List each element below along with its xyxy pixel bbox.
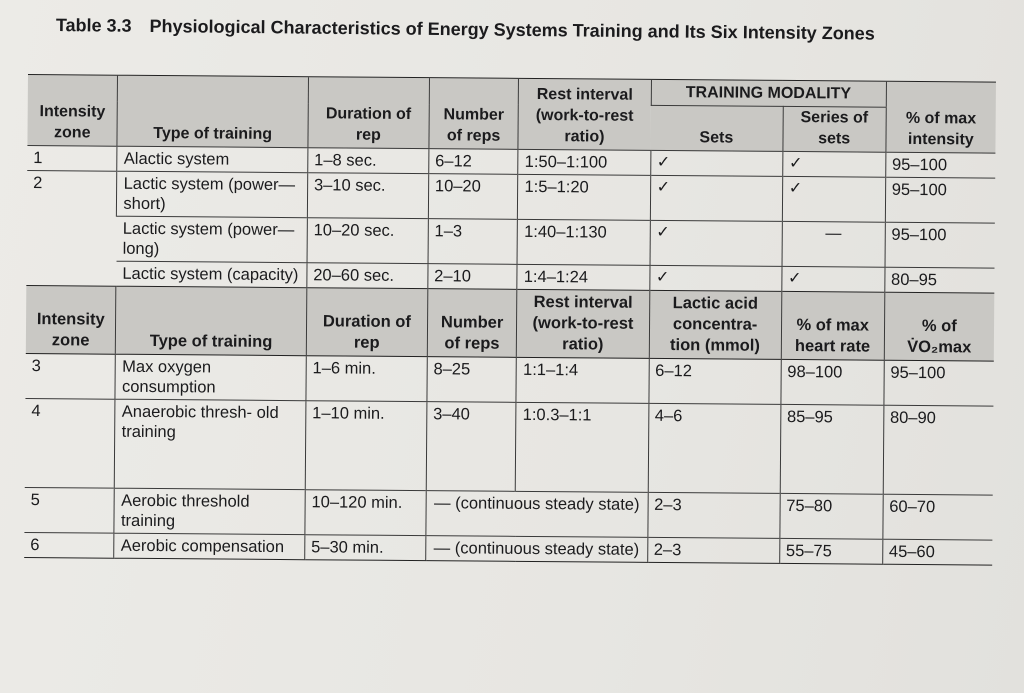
cell-intensity: 95–100 (884, 222, 995, 269)
cell-duration: 10–120 min. (304, 489, 427, 536)
table-row: 5 Aerobic threshold training 10–120 min.… (24, 487, 993, 541)
cell-type: Alactic system (117, 146, 308, 173)
header-intensity-zone: Intensity zone (25, 285, 117, 355)
cell-zone: 2 (26, 170, 118, 287)
cell-lactic: 6–12 (648, 358, 781, 405)
cell-vo2max: 60–70 (882, 494, 993, 541)
cell-reps: 8–25 (426, 356, 517, 403)
cell-reps: 3–40 (426, 401, 517, 492)
cell-type: Max oxygen consumption (115, 354, 307, 401)
cell-sets: ✓ (649, 175, 783, 222)
cell-reps: 10–20 (428, 173, 519, 220)
cell-duration: 1–6 min. (305, 355, 428, 402)
cell-type: Lactic system (capacity) (116, 261, 307, 288)
header-type-of-training: Type of training (117, 75, 309, 148)
cell-sets: ✓ (649, 265, 782, 292)
cell-zone: 3 (25, 353, 116, 400)
cell-reps: 2–10 (427, 263, 518, 290)
cell-type: Aerobic threshold training (114, 488, 306, 535)
header-rest-interval: Rest interval (work-to-rest ratio) (518, 78, 651, 151)
header-max-intensity: % of max intensity (885, 81, 996, 154)
cell-rest: 1:1–1:4 (516, 357, 649, 404)
cell-rest: 1:5–1:20 (517, 174, 651, 221)
header-max-heart-rate: % of max heart rate (780, 291, 885, 361)
cell-series: — (781, 221, 886, 268)
cell-heart-rate: 55–75 (779, 538, 883, 565)
cell-rest: 1:0.3–1:1 (515, 402, 649, 493)
cell-lactic: 2–3 (647, 537, 780, 564)
cell-series: ✓ (782, 176, 886, 223)
table-caption: Table 3.3 Physiological Characteristics o… (56, 14, 1016, 46)
cell-rest: 1:50–1:100 (518, 149, 651, 176)
header-sets: Sets (650, 105, 783, 152)
cell-zone: 6 (24, 532, 115, 559)
cell-type: Aerobic compensation (114, 533, 305, 560)
table-title: Physiological Characteristics of Energy … (149, 15, 875, 44)
cell-intensity: 95–100 (885, 152, 996, 179)
header-duration: Duration of rep (307, 76, 430, 149)
cell-zone: 1 (27, 145, 118, 172)
table-row: Lactic system (power—long) 10–20 sec. 1–… (27, 215, 995, 269)
header-number-of-reps: Number of reps (428, 77, 519, 150)
cell-duration: 3–10 sec. (307, 172, 429, 219)
cell-continuous: — (continuous steady state) (425, 490, 648, 538)
cell-sets: ✓ (649, 220, 783, 267)
header-row-1: Intensity zone Type of training Duration… (27, 74, 996, 154)
header-training-modality: TRAINING MODALITY (650, 79, 887, 108)
header-vo2max: % of V̇O₂max (883, 292, 995, 362)
header-intensity-zone: Intensity zone (27, 74, 118, 147)
cell-series: ✓ (782, 151, 886, 178)
cell-heart-rate: 75–80 (779, 493, 883, 540)
cell-reps: 6–12 (428, 148, 519, 175)
cell-reps: 1–3 (427, 218, 518, 265)
cell-vo2max: 80–90 (882, 405, 994, 496)
cell-zone: 4 (24, 398, 116, 489)
table-row: 3 Max oxygen consumption 1–6 min. 8–25 1… (25, 353, 994, 407)
cell-continuous: — (continuous steady state) (425, 535, 648, 563)
cell-lactic: 4–6 (647, 403, 781, 494)
cell-zone: 5 (24, 487, 115, 534)
header-row-2: Intensity zone Type of training Duration… (25, 285, 995, 362)
header-type-of-training: Type of training (115, 286, 307, 356)
cell-intensity: 80–95 (884, 267, 995, 294)
cell-intensity: 95–100 (885, 177, 996, 224)
header-lactic-acid: Lactic acid concentra- tion (mmol) (648, 290, 782, 360)
cell-series: ✓ (781, 266, 885, 293)
header-number-of-reps: Number of reps (427, 288, 518, 358)
cell-heart-rate: 85–95 (779, 404, 884, 495)
cell-heart-rate: 98–100 (780, 359, 884, 406)
cell-type: Lactic system (power—long) (116, 216, 308, 263)
cell-type: Lactic system (power—short) (116, 171, 308, 218)
cell-lactic: 2–3 (647, 492, 780, 539)
cell-vo2max: 45–60 (882, 539, 993, 566)
header-duration: Duration of rep (306, 287, 428, 357)
table-row: 2 Lactic system (power—short) 3–10 sec. … (26, 170, 996, 287)
cell-sets: ✓ (650, 150, 783, 177)
table-number: Table 3.3 (55, 14, 132, 36)
cell-duration: 1–8 sec. (307, 147, 429, 174)
table-row: 4 Anaerobic thresh- old training 1–10 mi… (24, 398, 994, 496)
energy-systems-table: Intensity zone Type of training Duration… (24, 74, 996, 566)
header-rest-interval: Rest interval (work-to-rest ratio) (516, 289, 650, 359)
cell-rest: 1:4–1:24 (517, 264, 650, 291)
cell-duration: 20–60 sec. (306, 262, 428, 289)
cell-vo2max: 95–100 (883, 360, 994, 407)
cell-duration: 1–10 min. (305, 400, 427, 491)
header-series-of-sets: Series of sets (782, 106, 886, 153)
cell-type: Anaerobic thresh- old training (114, 399, 306, 490)
cell-duration: 10–20 sec. (306, 217, 429, 264)
cell-duration: 5–30 min. (304, 534, 426, 561)
cell-rest: 1:40–1:130 (517, 219, 650, 266)
